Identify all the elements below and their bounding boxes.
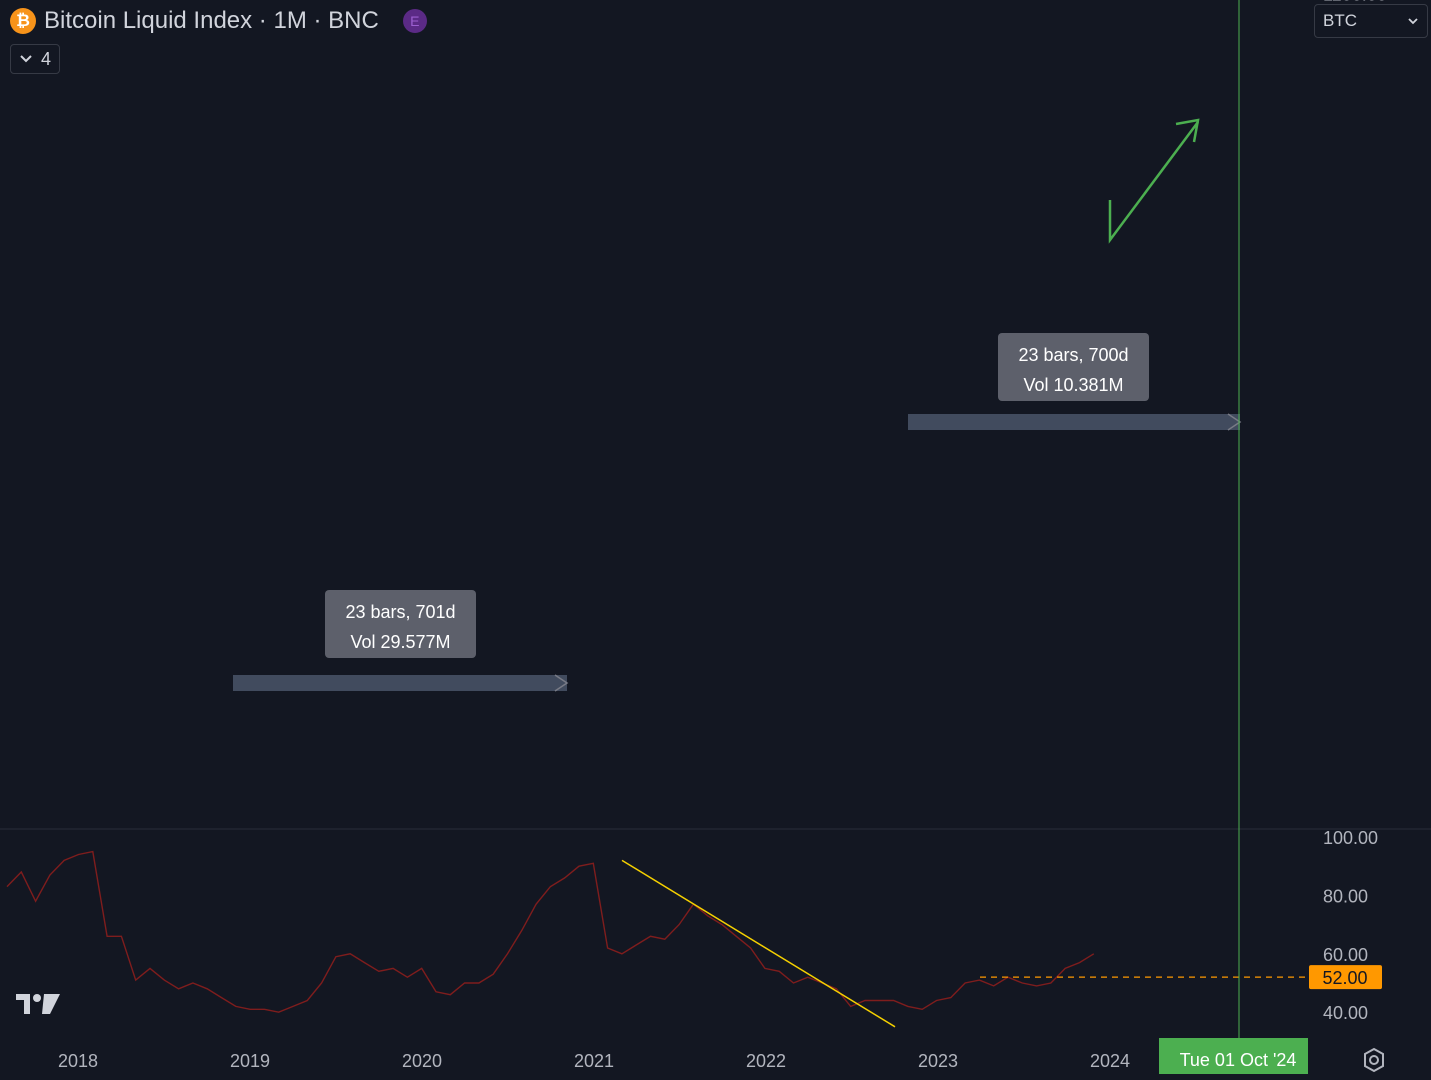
projection-arrow	[1108, 121, 1200, 244]
indicators-collapse-button[interactable]: 4	[10, 44, 60, 74]
time-axis-label: 2023	[918, 1051, 958, 1071]
bitcoin-logo-icon: ₿	[10, 8, 36, 34]
time-axis-label: 2019	[230, 1051, 270, 1071]
rsi-level-label: 52.00	[1322, 968, 1367, 988]
measure-bars-text: 23 bars, 700d	[1018, 345, 1128, 365]
rsi-axis-tick: 100.00	[1323, 828, 1378, 848]
indicators-count: 4	[40, 48, 51, 69]
chart-title: Bitcoin Liquid Index · 1M · BNC	[44, 7, 379, 34]
projection-arrowhead	[1175, 118, 1200, 143]
time-axis-label: 2018	[58, 1051, 98, 1071]
rsi-panel	[6, 850, 1305, 1028]
rsi-trend-line	[621, 859, 896, 1028]
measure-bars-text: 23 bars, 701d	[345, 602, 455, 622]
time-axis-label: 2022	[746, 1051, 786, 1071]
measure-info-box	[325, 590, 476, 658]
annotations: 23 bars, 701d Vol 29.577M 23 bars, 700d Vol…	[233, 118, 1242, 692]
measure-arrow-icon	[554, 674, 569, 692]
settings-gear-icon[interactable]	[1360, 1046, 1388, 1074]
rsi-line	[6, 850, 1095, 1013]
rsi-level-label-bg	[1309, 965, 1382, 990]
measure-info-box	[998, 333, 1149, 401]
time-axis-label: 2021	[574, 1051, 614, 1071]
chevron-down-icon	[1408, 18, 1418, 25]
crosshair-date-label-bg	[1159, 1038, 1308, 1074]
measure-arrow-icon	[1227, 413, 1242, 431]
price-axis-tick: 1100.00	[1323, 0, 1387, 4]
measure-volume-text: Vol 10.381M	[1023, 375, 1123, 395]
measure-range-bar	[908, 414, 1240, 430]
crosshair-date-label: Tue 01 Oct '24	[1180, 1050, 1297, 1070]
rsi-axis-tick: 60.00	[1323, 945, 1368, 965]
symbol-select-value: BTC	[1323, 11, 1357, 30]
events-badge-icon[interactable]: E	[402, 9, 427, 33]
tradingview-logo-icon[interactable]	[14, 990, 62, 1018]
measure-range-bar	[233, 675, 567, 691]
chevron-down-icon	[20, 55, 32, 63]
symbol-select[interactable]: BTC	[1314, 4, 1428, 38]
rsi-axis-tick: 40.00	[1323, 1003, 1368, 1023]
time-axis-label: 2024	[1090, 1051, 1130, 1071]
measure-volume-text: Vol 29.577M	[350, 632, 450, 652]
chart-header: ₿ Bitcoin Liquid Index · 1M · BNC E	[10, 6, 427, 36]
rsi-axis-tick: 80.00	[1323, 886, 1368, 906]
time-axis-label: 2020	[402, 1051, 442, 1071]
